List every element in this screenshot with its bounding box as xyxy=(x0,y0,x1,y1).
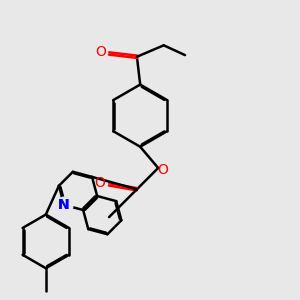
Text: O: O xyxy=(94,176,105,190)
Text: N: N xyxy=(58,198,70,212)
Text: O: O xyxy=(158,163,169,177)
Text: N: N xyxy=(58,198,70,212)
Text: O: O xyxy=(95,45,106,59)
